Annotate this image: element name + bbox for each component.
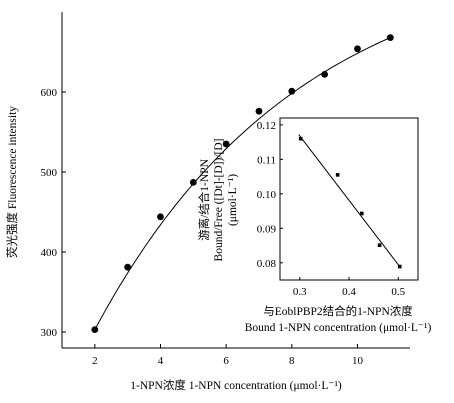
inset-data-point xyxy=(360,211,364,216)
inset-data-point xyxy=(377,243,382,247)
inset-fit-line xyxy=(298,134,402,269)
inset-y-tick-label: 0.08 xyxy=(257,258,277,270)
main-data-point xyxy=(91,326,99,333)
inset-data-point xyxy=(335,173,340,177)
inset-y-tick-label: 0.12 xyxy=(257,120,276,132)
main-x-tick-label: 6 xyxy=(223,355,229,367)
main-points xyxy=(91,34,394,333)
main-y-tick-label: 500 xyxy=(41,167,58,179)
inset-plot-frame xyxy=(279,117,419,281)
main-data-point xyxy=(222,140,230,148)
main-x-tick-label: 4 xyxy=(158,355,164,367)
main-data-point xyxy=(288,87,296,95)
inset-y-axis-label-unit: (μmol·L⁻¹) xyxy=(227,174,239,226)
main-data-point xyxy=(354,45,361,53)
main-data-point xyxy=(321,71,329,78)
inset-chart: 0.3 0.4 0.5 0.08 0.09 0.10 0.11 0.12 与EoblPBP2结… xyxy=(197,117,432,334)
inset-x-tick-label: 0.3 xyxy=(293,286,307,298)
inset-x-axis-label-cn: 与EoblPBP2结合的1-NPN浓度 xyxy=(263,304,413,318)
inset-x-axis-label-en: Bound 1-NPN concentration (μmol·L⁻¹) xyxy=(245,322,432,334)
inset-y-tick-label: 0.10 xyxy=(257,189,277,201)
inset-data-point xyxy=(397,264,402,269)
main-fit-curve xyxy=(94,37,391,330)
main-y-tick-label: 600 xyxy=(41,87,58,99)
main-ticks: 2 4 6 8 10 300 400 500 600 xyxy=(41,87,364,367)
main-y-tick-label: 300 xyxy=(41,327,58,339)
inset-data-point xyxy=(298,136,303,141)
main-data-point xyxy=(386,34,394,41)
main-x-axis-label: 1-NPN浓度 1-NPN concentration (μmol·L⁻¹) xyxy=(130,378,342,392)
inset-x-tick-label: 0.5 xyxy=(391,286,405,298)
main-data-point xyxy=(255,107,263,115)
main-data-point xyxy=(157,213,164,221)
inset-y-axis-label-en: Bound/Free ([Dt]-[D])/[D] xyxy=(213,139,225,262)
main-x-tick-label: 2 xyxy=(92,355,98,367)
main-x-tick-label: 10 xyxy=(352,355,364,367)
main-y-axis-label: 荧光强度 Fluorescence intensity xyxy=(5,106,19,258)
inset-y-axis-label-cn: 游离/结合1-NPN xyxy=(197,158,211,240)
inset-y-tick-label: 0.11 xyxy=(257,154,276,166)
inset-ticks: 0.3 0.4 0.5 0.08 0.09 0.10 0.11 0.12 xyxy=(257,120,406,298)
main-y-tick-label: 400 xyxy=(41,247,58,259)
inset-points xyxy=(298,136,402,269)
main-x-tick-label: 8 xyxy=(289,355,295,367)
main-chart: 2 4 6 8 10 300 400 500 600 1-NPN浓度 1-NPN concent… xyxy=(5,12,410,392)
main-data-point xyxy=(124,263,132,271)
inset-y-tick-label: 0.09 xyxy=(257,223,277,235)
inset-x-tick-label: 0.4 xyxy=(342,286,356,298)
main-data-point xyxy=(189,179,197,186)
